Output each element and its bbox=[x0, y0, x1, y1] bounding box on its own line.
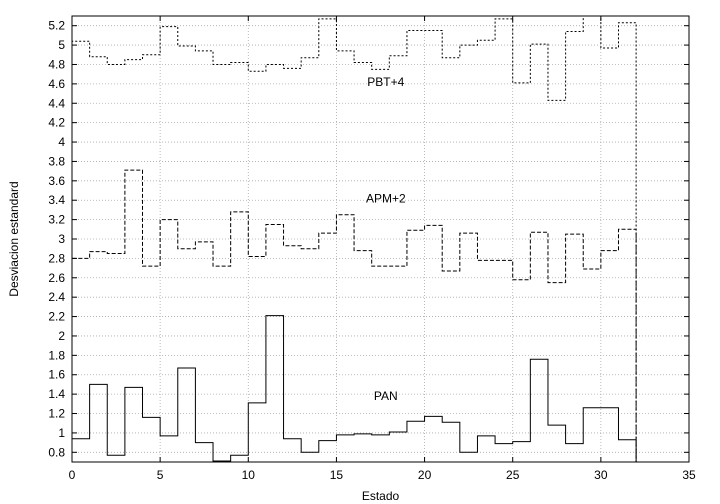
y-axis-title: Desviacion estandard bbox=[7, 181, 21, 296]
y-tick-label: 5.2 bbox=[48, 19, 65, 33]
x-tick-label: 25 bbox=[506, 468, 520, 482]
y-tick-label: 4.2 bbox=[48, 116, 65, 130]
series-line-apm bbox=[71, 169, 637, 462]
y-tick-label: 4.4 bbox=[48, 96, 65, 110]
series-layer bbox=[71, 15, 637, 462]
y-tick-label: 1.4 bbox=[48, 387, 65, 401]
y-tick-label: 1.8 bbox=[48, 348, 65, 362]
x-axis-title: Estado bbox=[362, 489, 400, 503]
axis-ticks: 0.8 1 1.2 1.4 1.6 1.8 2 2.2 2.4 2.6 2.8 3 3.2 3.4 3.6 3… bbox=[48, 16, 696, 482]
y-tick-label: 1 bbox=[58, 426, 65, 440]
y-tick-label: 2.2 bbox=[48, 310, 65, 324]
series-annotations: PAN APM+2 PBT+4 bbox=[366, 75, 406, 403]
y-tick-label: 1.6 bbox=[48, 368, 65, 382]
x-tick-label: 35 bbox=[682, 468, 696, 482]
series-label-pbt: PBT+4 bbox=[367, 75, 404, 89]
y-tick-label: 0.8 bbox=[48, 445, 65, 459]
y-tick-label: 3.4 bbox=[48, 193, 65, 207]
x-tick-label: 20 bbox=[418, 468, 432, 482]
x-tick-label: 30 bbox=[594, 468, 608, 482]
y-tick-label: 3 bbox=[58, 232, 65, 246]
y-tick-label: 2.4 bbox=[48, 290, 65, 304]
x-tick-label: 0 bbox=[69, 468, 76, 482]
series-line-pbt bbox=[71, 15, 637, 462]
y-tick-label: 4.6 bbox=[48, 77, 65, 91]
y-tick-label: 4 bbox=[58, 135, 65, 149]
y-tick-label: 3.8 bbox=[48, 154, 65, 168]
x-tick-label: 15 bbox=[330, 468, 344, 482]
y-tick-label: 2.8 bbox=[48, 251, 65, 265]
series-label-pan: PAN bbox=[374, 389, 398, 403]
y-tick-label: 2.6 bbox=[48, 271, 65, 285]
y-tick-label: 4.8 bbox=[48, 57, 65, 71]
series-line-pan bbox=[71, 315, 637, 462]
y-tick-label: 1.2 bbox=[48, 407, 65, 421]
series-label-apm: APM+2 bbox=[366, 191, 406, 205]
y-tick-label: 5 bbox=[58, 38, 65, 52]
y-tick-label: 3.2 bbox=[48, 213, 65, 227]
x-tick-label: 10 bbox=[242, 468, 256, 482]
y-tick-label: 3.6 bbox=[48, 174, 65, 188]
x-tick-label: 5 bbox=[157, 468, 164, 482]
y-tick-label: 2 bbox=[58, 329, 65, 343]
